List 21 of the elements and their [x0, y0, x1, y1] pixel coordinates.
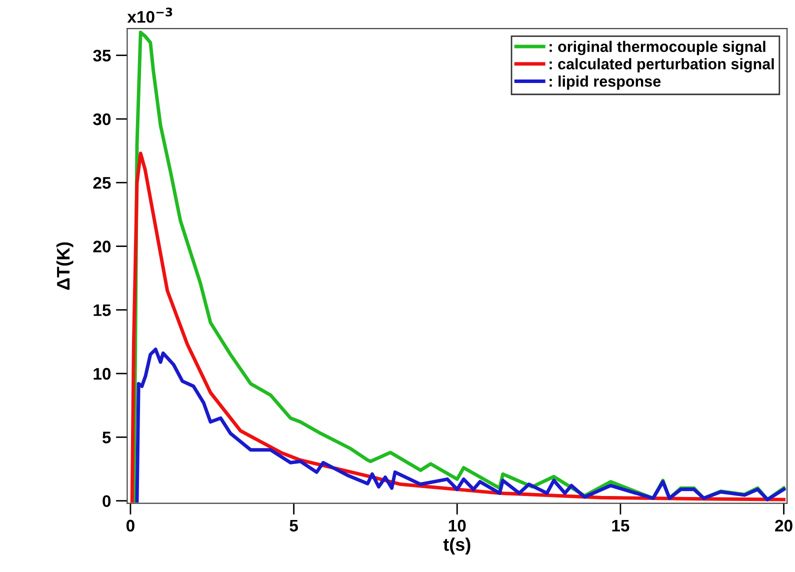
x-tick-label: 0: [126, 520, 134, 532]
y-tick-label: 5: [102, 432, 111, 444]
y-tick-label: 15: [94, 304, 111, 316]
line-series: [130, 152, 786, 503]
y-tick-label: 0: [102, 495, 111, 508]
x-tick-label: 5: [290, 520, 298, 532]
y-tick-label: 25: [93, 177, 111, 189]
y-tick-label: 20: [93, 240, 111, 252]
y-tick-label: 35: [93, 50, 111, 62]
x-axis-title: t(s): [443, 538, 470, 554]
x-tick-label: 15: [612, 520, 630, 532]
text: x10$^{−3}$: [127, 8, 172, 23]
y-tick-label: 10: [94, 368, 111, 380]
y-axis-title: ΔT(K): [56, 242, 74, 290]
legend-label: : original thermocouple signal: [550, 40, 766, 56]
legend-label: : calculated perturbation signal: [550, 58, 774, 72]
line-series: [135, 348, 786, 503]
legend-label: : lipid response: [550, 76, 661, 90]
x-tick-label: 20: [775, 520, 792, 532]
y-tick-label: 30: [93, 113, 111, 126]
x-tick-label: 10: [448, 520, 466, 532]
